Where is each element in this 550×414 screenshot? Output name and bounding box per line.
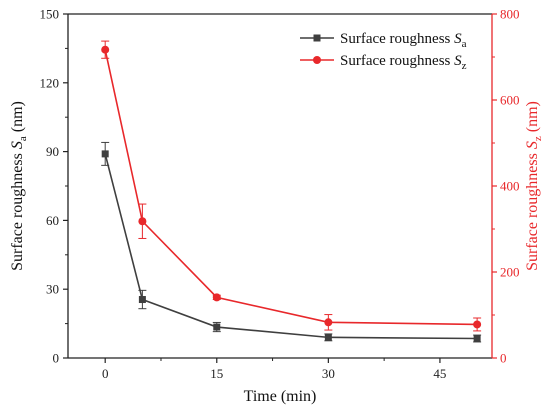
x-tick-label: 45: [433, 366, 446, 381]
legend-label: Surface roughness Sz: [340, 53, 467, 72]
y-left-title-text: Surface roughness: [9, 149, 26, 271]
y-left-title-unit: (nm): [9, 101, 26, 136]
y-axis-right-title: Surface roughness Sz (nm): [524, 101, 544, 271]
series-line: [104, 49, 478, 326]
plot-area: 0 30 60 90 120 150 0 200 400 600 800 0 15 30 45 Time (m…: [9, 7, 544, 406]
y-right-title-var: S: [524, 141, 541, 149]
legend-marker: [313, 56, 321, 64]
y-left-tick-label: 0: [53, 351, 60, 366]
data-point: [101, 150, 109, 158]
y-right-tick-label: 600: [500, 93, 520, 108]
data-point: [473, 335, 481, 343]
legend-label: Surface roughness Sa: [340, 31, 467, 50]
y-left-title-var: S: [9, 141, 26, 149]
series-sz: [101, 40, 482, 332]
y-left-tick-label: 30: [46, 282, 59, 297]
data-point: [212, 293, 221, 302]
y-left-tick-label: 120: [40, 75, 60, 90]
data-point: [324, 318, 333, 327]
series-line: [104, 153, 478, 340]
x-tick-label: 0: [102, 366, 109, 381]
data-point: [101, 45, 110, 54]
y-right-tick-label: 0: [500, 351, 507, 366]
data-point: [473, 320, 482, 329]
y-right-title-unit: (nm): [524, 101, 541, 136]
legend-label-sub: z: [462, 60, 467, 72]
y-axis-left-title: Surface roughness Sa (nm): [9, 101, 29, 271]
y-left-tick-label: 90: [46, 144, 59, 159]
y-right-tick-label: 200: [500, 265, 520, 280]
data-point: [138, 217, 147, 226]
data-point: [213, 323, 221, 331]
legend-marker: [313, 34, 321, 42]
y-left-tick-label: 60: [46, 213, 59, 228]
y-right-tick-label: 400: [500, 179, 520, 194]
y-right-title-text: Surface roughness: [524, 149, 541, 271]
y-right-title-sub: z: [532, 136, 544, 141]
series-sa: [101, 141, 482, 343]
data-point: [324, 333, 332, 341]
y-right-tick-label: 800: [500, 7, 520, 22]
legend-label-text: Surface roughness: [340, 31, 454, 47]
y-left-title-sub: a: [17, 136, 29, 141]
legend-label-var: S: [454, 31, 462, 47]
legend-label-text: Surface roughness: [340, 53, 454, 69]
legend-label-sub: a: [462, 38, 467, 50]
x-axis-title: Time (min): [244, 388, 317, 405]
legend-label-var: S: [454, 53, 462, 69]
data-point: [138, 296, 146, 304]
x-tick-label: 15: [210, 366, 223, 381]
x-tick-label: 30: [322, 366, 335, 381]
y-left-tick-label: 150: [40, 7, 60, 22]
